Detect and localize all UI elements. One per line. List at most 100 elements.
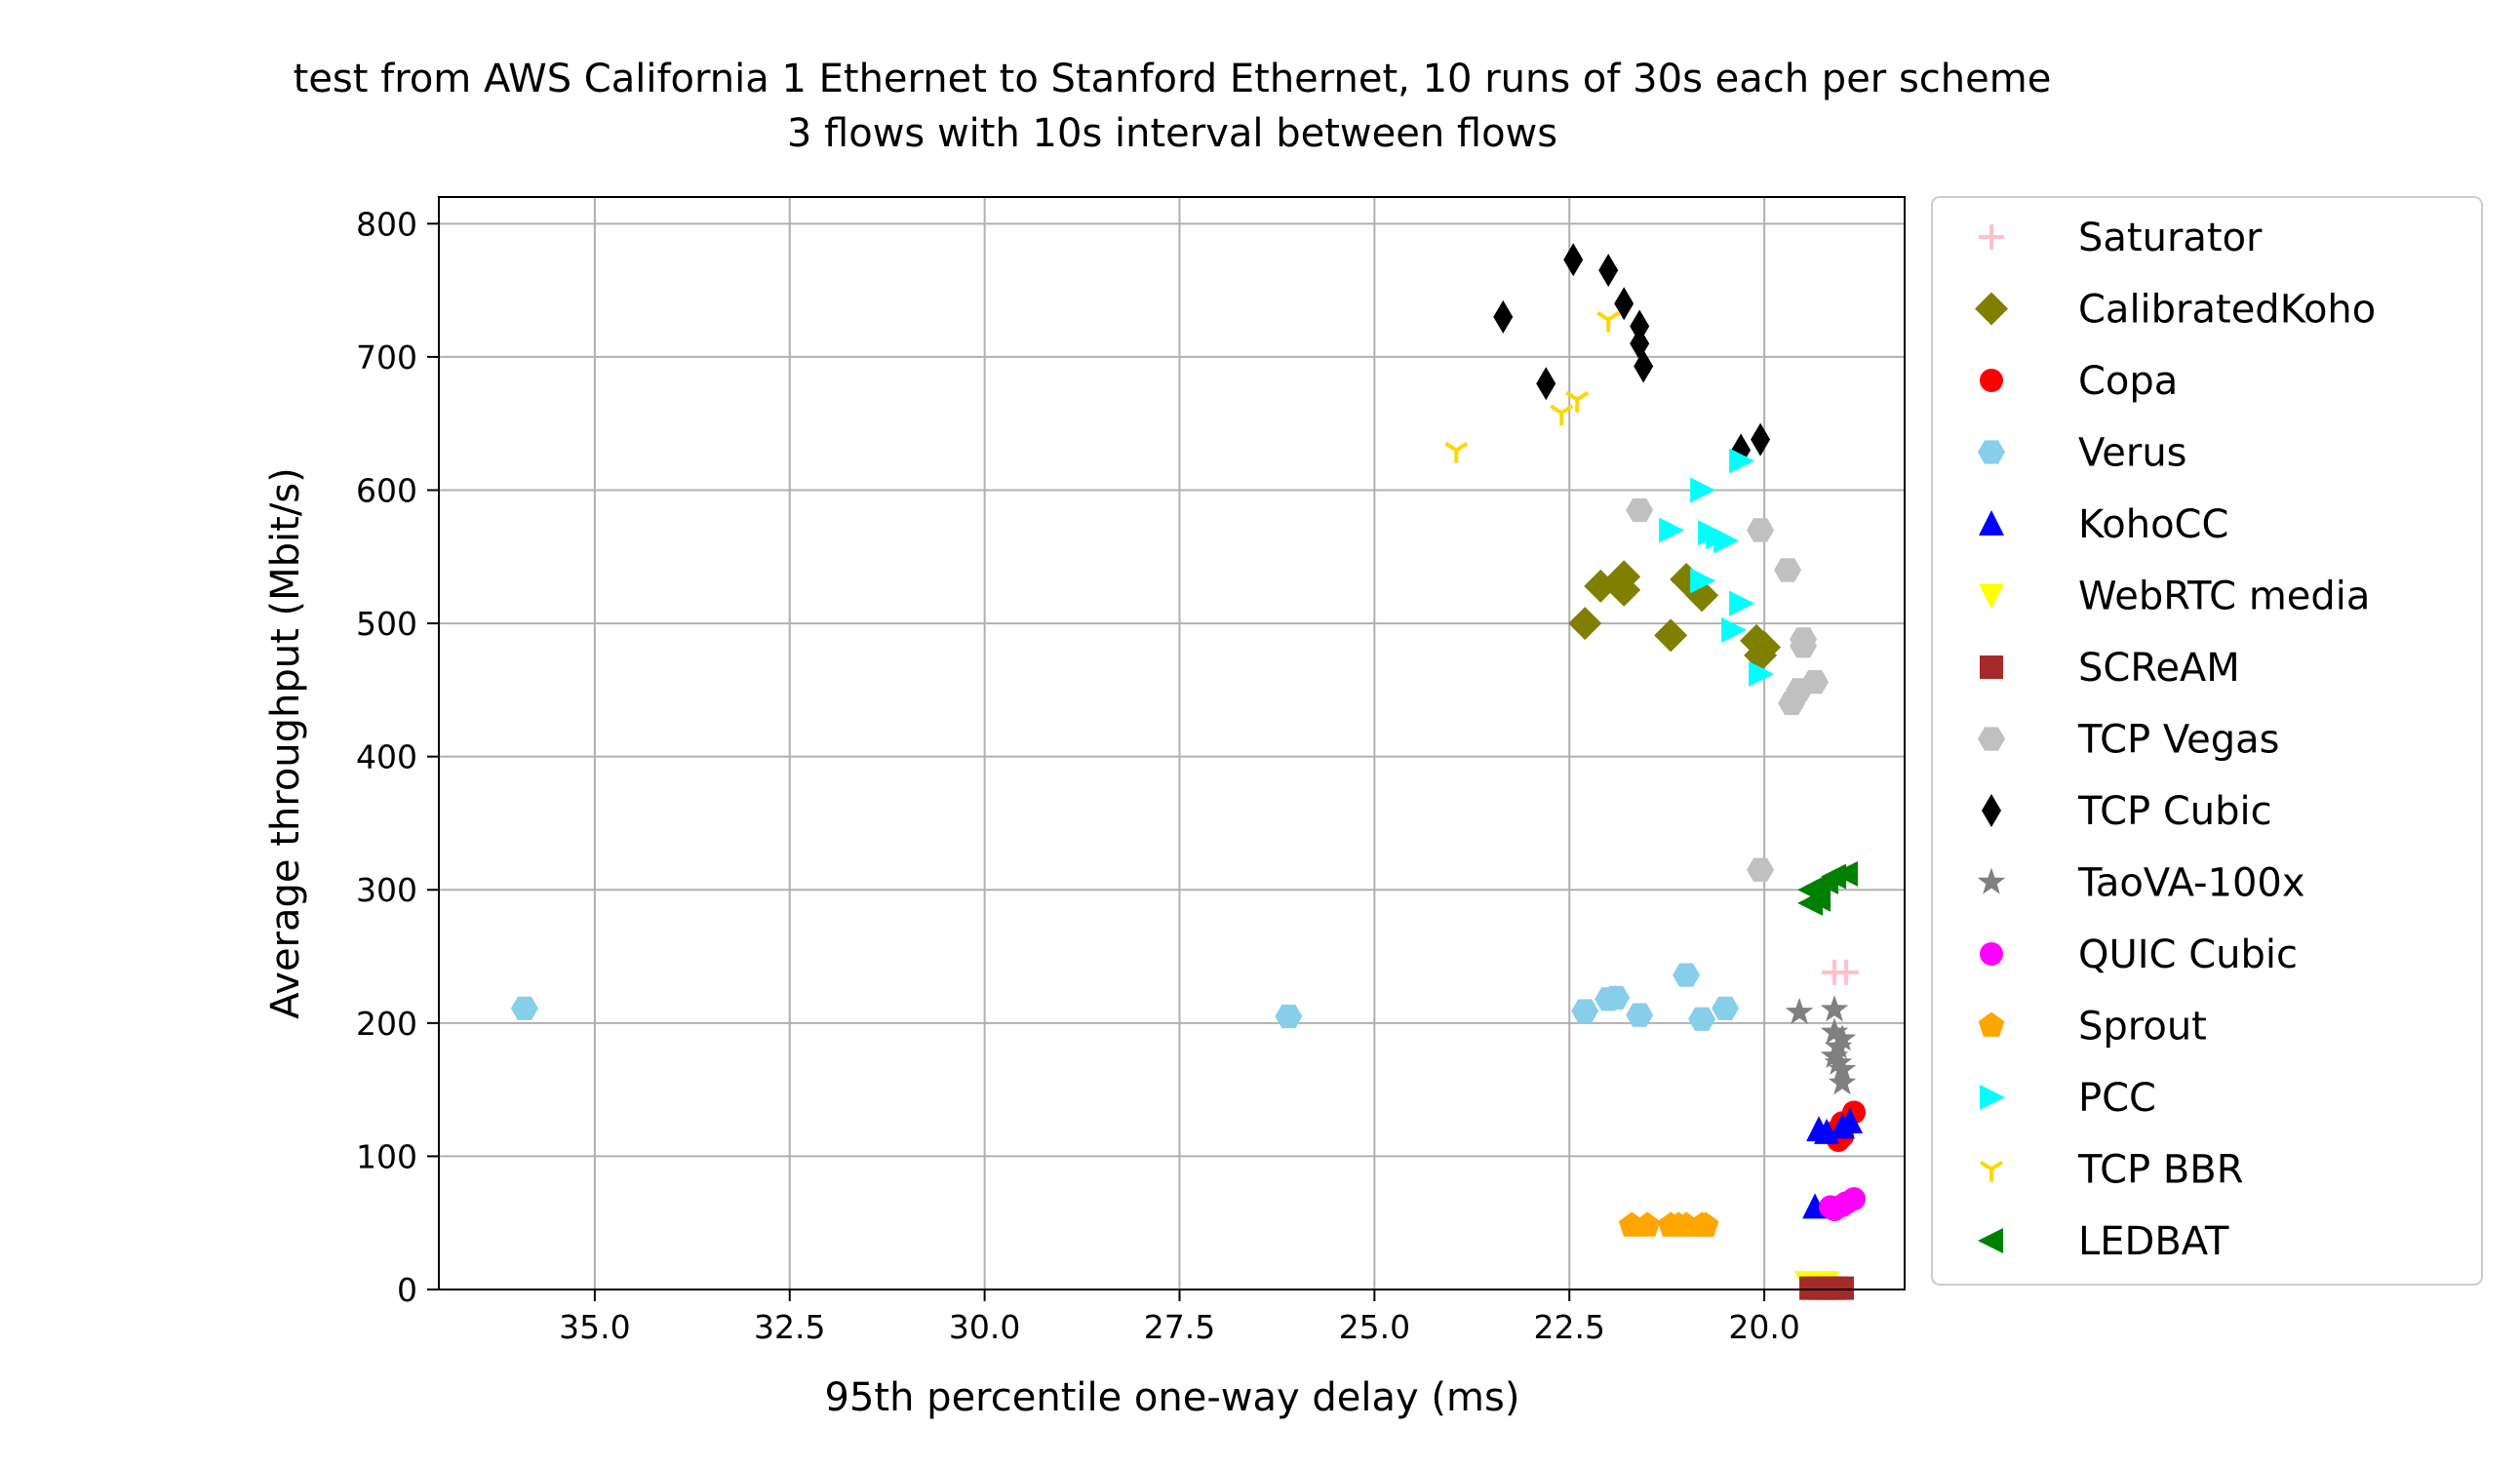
y-tick-label: 0: [397, 1271, 417, 1309]
legend-marker-saturator: [1979, 224, 2004, 250]
legend-marker-kohocc: [1979, 510, 2004, 536]
point-sprout: [1634, 1211, 1661, 1237]
legend-entry-sprout: Sprout: [1978, 1005, 2207, 1050]
point-verus: [1673, 963, 1701, 987]
point-kohocc: [1837, 1107, 1864, 1133]
chart-subtitle: 3 flows with 10s interval between flows: [787, 111, 1557, 156]
series-tcp-cubic: [1493, 243, 1771, 467]
legend-entry-quic-cubic: QUIC Cubic: [1980, 932, 2298, 977]
legend-marker-calibratedkoho: [1975, 292, 2008, 326]
point-tcp-vegas: [1778, 691, 1806, 716]
legend-label-copa: Copa: [2078, 359, 2178, 404]
legend-entry-verus: Verus: [1978, 431, 2187, 476]
point-verus: [1712, 996, 1740, 1020]
point-tcp-bbr: [1550, 404, 1574, 426]
legend-marker-scream: [1980, 655, 2003, 679]
plot-area: [510, 243, 1867, 1300]
point-tcp-vegas: [1626, 497, 1654, 523]
point-pcc: [1690, 568, 1716, 594]
grid-lines: [439, 197, 1905, 1290]
point-tcp-cubic: [1598, 254, 1619, 288]
legend-label-kohocc: KohoCC: [2078, 502, 2228, 547]
series-tcp-vegas: [1626, 497, 1830, 882]
legend-entry-scream: SCReAM: [1980, 646, 2240, 691]
x-tick-label: 20.0: [1728, 1308, 1799, 1346]
point-saturator: [1833, 959, 1860, 985]
point-tcp-cubic: [1630, 309, 1650, 343]
legend-label-ledbat: LEDBAT: [2078, 1219, 2229, 1264]
series-taova-100x: [1785, 995, 1857, 1095]
point-tcp-bbr: [1444, 441, 1469, 463]
legend-label-verus: Verus: [2078, 431, 2187, 476]
point-tcp-cubic: [1493, 299, 1514, 334]
point-taova-100x: [1820, 1017, 1849, 1045]
legend-label-tcp-bbr: TCP BBR: [2077, 1148, 2244, 1193]
legend-label-webrtc-media: WebRTC media: [2078, 575, 2370, 619]
point-tcp-vegas: [1747, 518, 1775, 542]
legend-entry-ledbat: LEDBAT: [1978, 1219, 2229, 1264]
y-tick-label: 300: [356, 871, 417, 909]
legend-label-tcp-vegas: TCP Vegas: [2077, 718, 2279, 763]
point-tcp-cubic: [1536, 367, 1556, 401]
y-axis: 0 100 200 300 400 500 600 700 800: [356, 205, 439, 1309]
series-sprout: [1618, 1211, 1719, 1237]
legend-marker-tcp-vegas: [1978, 727, 2005, 751]
legend-entry-tcp-bbr: TCP BBR: [1979, 1148, 2244, 1193]
y-tick-label: 600: [356, 471, 417, 509]
x-tick-label: 25.0: [1339, 1308, 1410, 1346]
legend-label-tcp-cubic: TCP Cubic: [2077, 789, 2272, 834]
point-calibratedkoho: [1568, 607, 1602, 641]
legend-marker-pcc: [1980, 1085, 2005, 1110]
series-ledbat: [1797, 860, 1859, 916]
series-quic-cubic: [1819, 1187, 1867, 1222]
x-tick-label: 30.0: [949, 1308, 1020, 1346]
y-tick-label: 700: [356, 338, 417, 377]
point-pcc: [1706, 524, 1732, 550]
point-taova-100x: [1828, 1024, 1857, 1051]
y-tick-label: 500: [356, 605, 417, 643]
point-pcc: [1721, 616, 1748, 643]
point-taova-100x: [1820, 1042, 1849, 1069]
legend-entry-kohocc: KohoCC: [1979, 502, 2228, 547]
point-quic-cubic: [1834, 1191, 1859, 1215]
legend-entry-taova-100x: TaoVA-100x: [1977, 861, 2305, 906]
y-tick-label: 400: [356, 738, 417, 776]
point-calibratedkoho: [1607, 573, 1641, 607]
y-tick-label: 200: [356, 1005, 417, 1043]
point-calibratedkoho: [1748, 630, 1782, 664]
point-verus: [1595, 987, 1623, 1012]
point-pcc: [1749, 660, 1775, 687]
legend-entry-pcc: PCC: [1980, 1076, 2156, 1121]
point-sprout: [1665, 1211, 1692, 1237]
legend-label-sprout: Sprout: [2078, 1005, 2207, 1050]
legend-marker-webrtc-media: [1979, 583, 2004, 610]
point-pcc: [1659, 517, 1685, 543]
y-tick-label: 100: [356, 1137, 417, 1175]
point-taova-100x: [1785, 997, 1814, 1024]
legend-entry-saturator: Saturator: [1979, 216, 2263, 260]
legend-marker-taova-100x: [1977, 867, 2006, 894]
point-verus: [510, 996, 538, 1020]
point-tcp-vegas: [1747, 857, 1775, 882]
legend-entry-webrtc-media: WebRTC media: [1979, 575, 2370, 619]
point-verus: [1571, 999, 1599, 1023]
legend-entry-tcp-cubic: TCP Cubic: [1982, 789, 2272, 834]
point-verus: [1626, 1003, 1654, 1027]
legend-label-quic-cubic: QUIC Cubic: [2078, 932, 2298, 977]
legend-marker-copa: [1980, 369, 2003, 392]
series-calibratedkoho: [1568, 560, 1782, 672]
point-ledbat: [1797, 890, 1824, 916]
legend-marker-tcp-bbr: [1979, 1160, 2004, 1182]
legend-label-saturator: Saturator: [2078, 216, 2263, 260]
point-pcc: [1729, 448, 1755, 474]
legend-marker-tcp-cubic: [1982, 794, 2001, 827]
point-sprout: [1692, 1211, 1719, 1237]
series-scream: [1799, 1276, 1855, 1300]
legend: Saturator CalibratedKoho Copa Verus KohoCC We…: [1931, 196, 2483, 1286]
x-tick-label: 32.5: [754, 1308, 825, 1346]
y-tick-label: 800: [356, 205, 417, 243]
legend-label-pcc: PCC: [2078, 1076, 2156, 1121]
point-pcc: [1729, 590, 1755, 616]
x-axis: 35.0 32.5 30.0 27.5 25.0 22.5 20.0: [559, 1289, 1800, 1346]
point-verus: [1275, 1004, 1303, 1029]
